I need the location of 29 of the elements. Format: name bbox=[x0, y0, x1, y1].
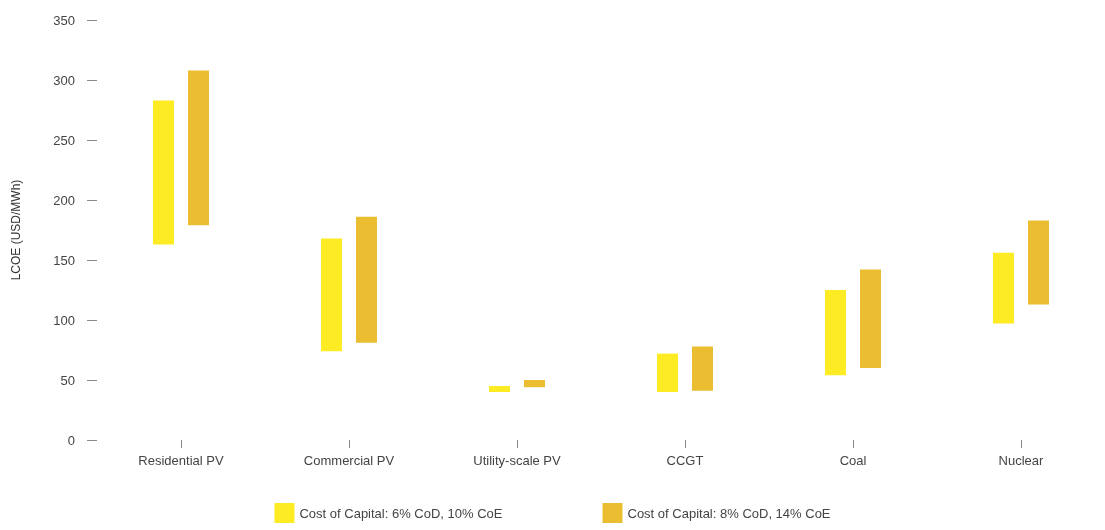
bar bbox=[356, 216, 377, 343]
bar bbox=[524, 380, 545, 388]
y-tick-label: 200 bbox=[53, 192, 75, 208]
y-tick-label: 0 bbox=[67, 432, 75, 448]
legend-label: Cost of Capital: 8% CoD, 14% CoE bbox=[627, 505, 831, 521]
legend-label: Cost of Capital: 6% CoD, 10% CoE bbox=[299, 505, 503, 521]
y-tick-label: 350 bbox=[53, 12, 75, 28]
y-tick-label: 300 bbox=[53, 72, 75, 88]
bar bbox=[321, 238, 342, 352]
bar bbox=[860, 269, 881, 368]
x-tick-label: Commercial PV bbox=[303, 453, 395, 468]
x-tick-label: Coal bbox=[839, 453, 867, 468]
y-tick-label: 50 bbox=[60, 372, 75, 388]
x-tick-label: Residential PV bbox=[138, 453, 224, 468]
y-axis-title: LCOE (USD/MWh) bbox=[9, 179, 23, 281]
x-tick-label: CCGT bbox=[666, 453, 704, 468]
bar bbox=[188, 70, 209, 226]
bar bbox=[657, 353, 678, 392]
bar bbox=[489, 386, 510, 392]
y-tick-label: 250 bbox=[53, 132, 75, 148]
x-tick-label: Utility-scale PV bbox=[473, 453, 562, 468]
bar bbox=[825, 290, 846, 376]
y-tick-label: 100 bbox=[53, 312, 75, 328]
bar bbox=[1028, 220, 1049, 305]
y-tick-label: 150 bbox=[53, 252, 75, 268]
x-tick-label: Nuclear bbox=[998, 453, 1045, 468]
bar bbox=[692, 346, 713, 391]
bar bbox=[993, 252, 1014, 324]
bar bbox=[153, 100, 174, 245]
